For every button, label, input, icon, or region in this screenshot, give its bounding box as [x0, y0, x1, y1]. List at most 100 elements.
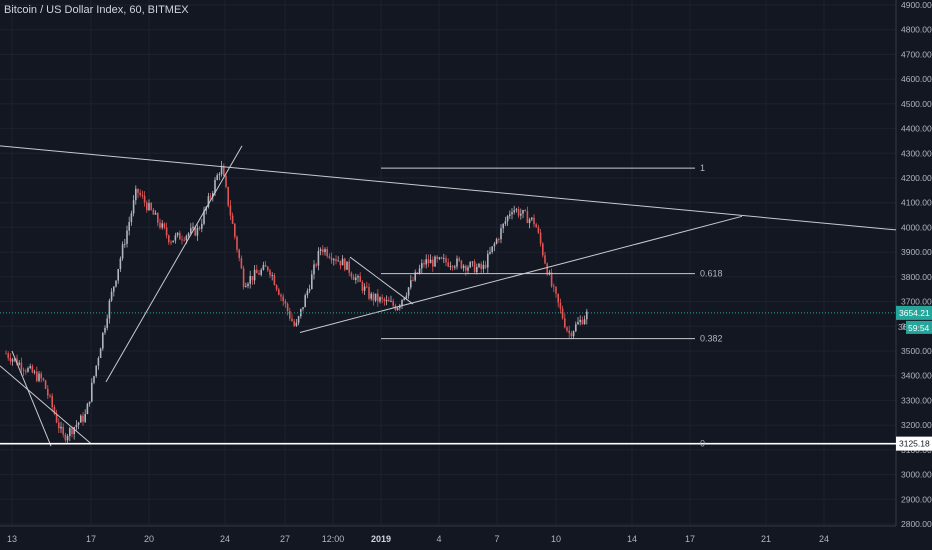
candle-body: [258, 273, 260, 275]
candle-body: [443, 258, 445, 259]
candle-body: [280, 294, 282, 297]
y-tick-label: 4500.00: [901, 99, 932, 109]
candle-body: [209, 196, 212, 198]
y-tick-label: 4100.00: [901, 198, 932, 208]
candle-body: [64, 434, 67, 441]
candle-body: [531, 217, 533, 220]
candle-body: [414, 272, 416, 281]
candle-body: [330, 257, 333, 261]
candle-body: [95, 365, 97, 377]
candle-body: [42, 378, 45, 381]
candle-body: [130, 213, 133, 222]
candle-body: [471, 261, 474, 263]
candle-body: [73, 427, 75, 435]
candle-body: [214, 179, 216, 194]
candle-body: [555, 286, 557, 294]
candle-body: [293, 321, 295, 326]
candle-body: [18, 362, 20, 365]
y-tick-label: 4700.00: [901, 49, 932, 59]
candle-body: [168, 235, 170, 243]
candle-body: [236, 236, 238, 250]
candle-body: [82, 415, 84, 422]
candle-body: [385, 299, 388, 302]
candle-body: [462, 265, 465, 269]
y-tick-label: 4800.00: [901, 25, 932, 35]
candle-body: [313, 264, 315, 275]
candle-body: [262, 265, 265, 270]
candle-body: [194, 226, 196, 236]
candle-body: [396, 308, 399, 310]
candle-body: [348, 261, 350, 273]
candle-body: [366, 286, 368, 288]
candle-body: [469, 262, 471, 268]
y-tick-label: 4200.00: [901, 173, 932, 183]
candle-body: [170, 242, 172, 244]
x-tick-label: 13: [7, 534, 17, 544]
candle-body: [297, 316, 300, 323]
candle-body: [401, 299, 403, 306]
current-price-label: 3654.21: [899, 308, 930, 318]
candle-body: [553, 286, 555, 288]
candle-body: [438, 257, 441, 259]
candle-body: [456, 258, 458, 267]
candle-body: [328, 256, 331, 258]
candle-body: [121, 244, 124, 259]
candle-body: [271, 275, 273, 276]
candle-body: [550, 272, 553, 287]
candle-body: [511, 212, 513, 215]
candle-body: [247, 283, 249, 287]
candle-body: [344, 258, 346, 270]
candle-body: [159, 222, 161, 228]
candle-body: [326, 249, 328, 257]
candle-body: [187, 233, 190, 236]
candle-body: [110, 291, 113, 301]
candle-body: [139, 192, 141, 195]
candle-body: [579, 319, 581, 323]
x-tick-label: 27: [280, 534, 290, 544]
candle-body: [478, 263, 480, 268]
candle-body: [102, 332, 104, 349]
candle-body: [5, 353, 7, 355]
candle-body: [513, 210, 515, 213]
candle-body: [405, 295, 408, 299]
candle-body: [179, 232, 181, 240]
candle-body: [115, 280, 117, 287]
candle-body: [146, 202, 148, 211]
candle-body: [163, 223, 166, 228]
candle-body: [436, 256, 438, 259]
candle-body: [264, 265, 267, 267]
y-tick-label: 3200.00: [901, 420, 932, 430]
candle-body: [148, 202, 150, 211]
candle-body: [176, 232, 179, 236]
candle-body: [289, 311, 291, 319]
candle-body: [143, 195, 146, 203]
trendline-support: [299, 215, 743, 333]
candle-body: [124, 243, 126, 245]
candle-body: [322, 249, 324, 253]
fib-level-label: 0.618: [700, 269, 723, 279]
candle-body: [113, 286, 115, 292]
y-tick-label: 2800.00: [901, 519, 932, 529]
candle-body: [564, 318, 566, 328]
candle-body: [500, 228, 502, 240]
level-label: 3125.18: [899, 439, 930, 449]
candle-body: [355, 277, 357, 280]
candle-body: [557, 293, 559, 303]
candle-body: [506, 215, 509, 222]
candle-body: [108, 300, 111, 319]
candle-body: [383, 298, 386, 302]
candle-body: [539, 232, 542, 244]
y-tick-label: 4400.00: [901, 124, 932, 134]
candle-body: [260, 269, 262, 275]
candle-body: [201, 223, 203, 229]
countdown-tag: [906, 320, 932, 334]
candle-body: [183, 239, 185, 241]
candle-body: [284, 301, 287, 304]
candle-body: [207, 196, 210, 207]
y-tick-label: 2900.00: [901, 494, 932, 504]
candle-body: [546, 263, 548, 275]
candle-body: [282, 296, 284, 302]
y-tick-label: 4300.00: [901, 148, 932, 158]
